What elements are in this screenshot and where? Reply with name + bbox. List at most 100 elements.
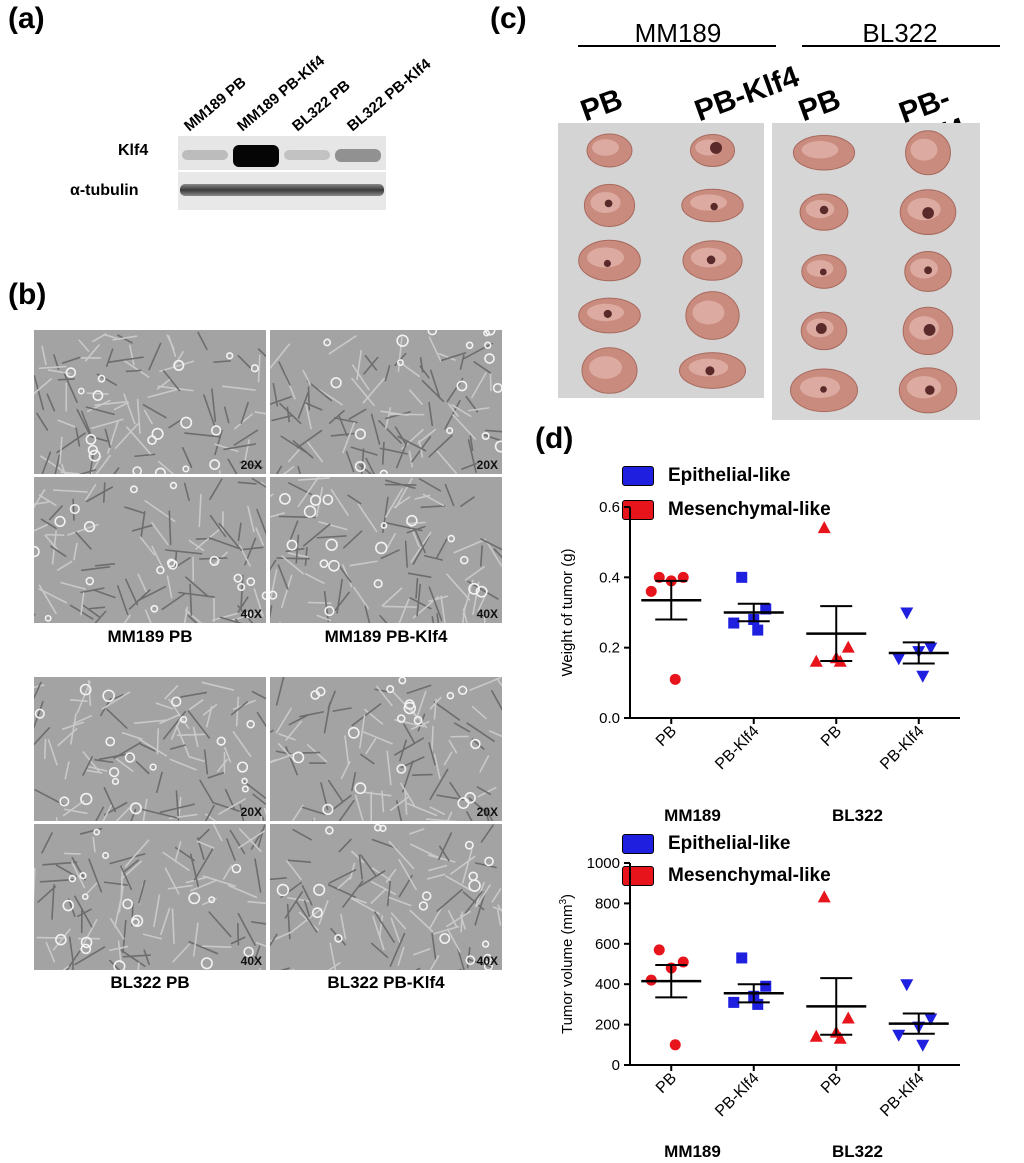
micrograph-texture (270, 824, 502, 970)
data-point (916, 670, 930, 683)
data-point (841, 640, 855, 653)
legend-label-epithelial: Epithelial-like (668, 465, 791, 486)
x-tick-label: PB-Klf4 (877, 1070, 927, 1120)
data-point (892, 653, 906, 666)
micrograph-texture (34, 677, 266, 821)
group-label: MM189 (664, 1142, 721, 1160)
y-tick-label: 0.6 (599, 499, 620, 516)
x-tick-label: PB (653, 723, 680, 750)
micrograph-mm189-pb-40x: 40X (34, 477, 266, 623)
tumor-photo-bl322 (772, 123, 980, 420)
y-axis-label: Weight of tumor (g) (559, 548, 576, 676)
data-point (653, 944, 665, 956)
caption-mm189-pbklf4: MM189 PB-Klf4 (324, 627, 448, 646)
y-axis-label: Tumor volume (mm3) (558, 894, 576, 1034)
data-point (817, 890, 831, 903)
data-point (900, 979, 914, 992)
tumor-group-bl322: BL322 (862, 18, 938, 48)
x-tick-label: PB (818, 1070, 845, 1097)
data-point (669, 673, 681, 685)
panel-label-a: (a) (8, 2, 45, 35)
panel-label-d: (d) (535, 422, 574, 455)
tumor-photo-mm189-svg (578, 133, 747, 394)
y-tick-label: 0.4 (599, 569, 620, 586)
micrograph-bl322-pbklf4-40x: 40X (270, 824, 502, 970)
micrograph-bl322-pbklf4-20x: 20X (270, 677, 502, 821)
legend-label-mesenchymal: Mesenchymal-like (668, 865, 831, 886)
blot-tubulin-strip (178, 172, 386, 210)
tubulin-band (180, 184, 384, 196)
tumor-photo-mm189 (558, 123, 764, 398)
data-point (916, 1039, 930, 1052)
panel-label-c: (c) (490, 2, 527, 35)
micrograph-texture (270, 330, 502, 474)
klf4-band (284, 150, 330, 160)
data-point (752, 998, 764, 1010)
y-tick-label: 200 (595, 1017, 620, 1034)
klf4-band (182, 150, 228, 161)
data-point (728, 617, 740, 629)
legend-label-mesenchymal: Mesenchymal-like (668, 499, 831, 520)
data-point (760, 980, 772, 992)
caption-bl322-pb: BL322 PB (110, 973, 190, 992)
group-label: BL322 (832, 1142, 883, 1160)
micrograph-mm189-pb-20x: 20X (34, 330, 266, 474)
caption-mm189-pb: MM189 PB (107, 627, 193, 646)
micrograph-texture (34, 330, 266, 474)
blot-row-label-tubulin: α-tubulin (70, 182, 139, 199)
chart-tumor-volume: 0 200 400 600 800 1000 Tumor volume (mm3) PB PB-… (558, 855, 960, 1160)
klf4-band (233, 145, 279, 167)
data-point (669, 1039, 681, 1051)
data-point (736, 571, 748, 583)
x-tick-label: PB (653, 1070, 680, 1097)
tumor-group-mm189: MM189 (634, 18, 722, 48)
micrograph-texture (270, 677, 502, 821)
micrograph-texture (34, 824, 266, 970)
data-point (841, 1011, 855, 1024)
x-tick-label: PB-Klf4 (877, 723, 927, 773)
tumor-col-label: PB-Klf4 (690, 59, 804, 129)
blot-lane-label: BL322 PB-Klf4 (344, 55, 435, 135)
blot-klf4-strip (178, 136, 386, 170)
micrograph-texture (270, 477, 502, 623)
micrograph-bl322-pb-20x: 20X (34, 677, 266, 821)
data-point (809, 1029, 823, 1042)
data-point (752, 624, 764, 636)
data-point (736, 952, 748, 964)
data-point (817, 521, 831, 534)
panel-label-b: (b) (8, 278, 47, 311)
y-tick-label: 800 (595, 895, 620, 912)
legend-label-epithelial: Epithelial-like (668, 833, 791, 854)
data-point (924, 1013, 938, 1026)
y-tick-label: 600 (595, 936, 620, 953)
micrograph-mm189-pbklf4-20x: 20X (270, 330, 502, 474)
group-label: MM189 (664, 806, 721, 825)
y-tick-label: 0 (612, 1057, 620, 1074)
micrograph-mm189-pbklf4-40x: 40X (270, 477, 502, 623)
blot-row-label-klf4: Klf4 (118, 142, 149, 159)
y-tick-label: 400 (595, 976, 620, 993)
caption-bl322-pbklf4: BL322 PB-Klf4 (327, 973, 445, 992)
x-tick-label: PB-Klf4 (712, 723, 762, 773)
legend-swatch-epithelial (622, 466, 654, 486)
group-label: BL322 (832, 806, 883, 825)
y-tick-label: 0.0 (599, 710, 620, 727)
data-point (833, 1031, 847, 1044)
micrograph-texture (34, 477, 266, 623)
data-point (892, 1029, 906, 1042)
data-point (760, 603, 772, 615)
y-tick-label: 0.2 (599, 640, 620, 657)
x-tick-label: PB (818, 723, 845, 750)
data-point (809, 654, 823, 667)
tumor-group-bl322-line (802, 45, 1000, 47)
klf4-band (335, 148, 381, 162)
x-tick-label: PB-Klf4 (712, 1070, 762, 1120)
y-tick-label: 1000 (587, 855, 620, 872)
data-point (900, 607, 914, 620)
tumor-group-mm189-line (578, 45, 776, 47)
legend-swatch-epithelial (622, 834, 654, 854)
data-point (645, 585, 657, 597)
micrograph-bl322-pb-40x: 40X (34, 824, 266, 970)
chart-tumor-weight: 0.0 0.2 0.4 0.6 Weight of tumor (g) PB PB-Klf4… (559, 499, 960, 825)
data-point (728, 996, 740, 1008)
